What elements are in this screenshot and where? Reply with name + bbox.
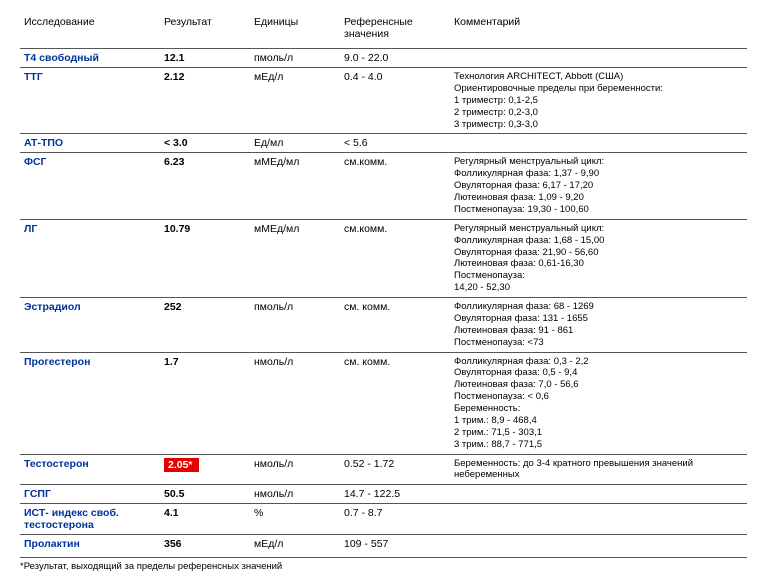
result-cell: 6.23 — [160, 153, 250, 219]
test-name-cell: Пролактин — [20, 535, 160, 554]
comment-cell — [450, 134, 747, 153]
test-name-cell: Эстрадиол — [20, 298, 160, 353]
table-row: Пролактин356мЕд/л109 - 557 — [20, 535, 747, 554]
comment-cell: Фолликулярная фаза: 0,3 - 2,2Овуляторная… — [450, 352, 747, 454]
table-row: Эстрадиол252пмоль/лсм. комм.Фолликулярна… — [20, 298, 747, 353]
reference-cell: см. комм. — [340, 298, 450, 353]
table-row: ТТГ2.12мЕд/л0.4 - 4.0Технология ARCHITEC… — [20, 68, 747, 134]
reference-cell: 14.7 - 122.5 — [340, 485, 450, 504]
test-name-cell: ГСПГ — [20, 485, 160, 504]
result-cell: 2.05* — [160, 454, 250, 485]
table-row: ИСТ- индекс своб. тестостерона4.1%0.7 - … — [20, 504, 747, 535]
comment-cell: Технология ARCHITECT, Abbott (США)Ориент… — [450, 68, 747, 134]
comment-cell: Фолликулярная фаза: 68 - 1269Овуляторная… — [450, 298, 747, 353]
header-result: Результат — [160, 12, 250, 49]
reference-cell: см.комм. — [340, 219, 450, 297]
result-cell: 356 — [160, 535, 250, 554]
units-cell: % — [250, 504, 340, 535]
units-cell: нмоль/л — [250, 485, 340, 504]
reference-cell: 0.4 - 4.0 — [340, 68, 450, 134]
result-cell: 252 — [160, 298, 250, 353]
reference-cell: см. комм. — [340, 352, 450, 454]
units-cell: нмоль/л — [250, 454, 340, 485]
table-row: ЛГ10.79мМЕд/млсм.комм.Регулярный менстру… — [20, 219, 747, 297]
result-cell: 1.7 — [160, 352, 250, 454]
header-name: Исследование — [20, 12, 160, 49]
header-units: Единицы — [250, 12, 340, 49]
reference-cell: < 5.6 — [340, 134, 450, 153]
units-cell: пмоль/л — [250, 49, 340, 68]
table-row: Тестостерон 2.05* нмоль/л0.52 - 1.72Береме… — [20, 454, 747, 485]
reference-cell: 0.52 - 1.72 — [340, 454, 450, 485]
reference-cell: см.комм. — [340, 153, 450, 219]
flagged-result: 2.05* — [164, 458, 199, 472]
table-row: ФСГ6.23мМЕд/млсм.комм.Регулярный менстру… — [20, 153, 747, 219]
units-cell: нмоль/л — [250, 352, 340, 454]
test-name-cell: Тестостерон — [20, 454, 160, 485]
units-cell: пмоль/л — [250, 298, 340, 353]
comment-cell — [450, 485, 747, 504]
test-name-cell: ИСТ- индекс своб. тестостерона — [20, 504, 160, 535]
table-row: ГСПГ50.5нмоль/л14.7 - 122.5 — [20, 485, 747, 504]
result-cell: 4.1 — [160, 504, 250, 535]
comment-cell: Беременность: до 3-4 кратного превышения… — [450, 454, 747, 485]
lab-results-table: Исследование Результат Единицы Референсн… — [20, 12, 747, 553]
test-name-cell: ЛГ — [20, 219, 160, 297]
test-name-cell: Т4 свободный — [20, 49, 160, 68]
reference-cell: 9.0 - 22.0 — [340, 49, 450, 68]
header-ref: Референсные значения — [340, 12, 450, 49]
footnote: *Результат, выходящий за пределы референ… — [20, 557, 747, 572]
result-cell: 50.5 — [160, 485, 250, 504]
test-name-cell: ФСГ — [20, 153, 160, 219]
table-row: Прогестерон1.7нмоль/лсм. комм.Фолликуляр… — [20, 352, 747, 454]
units-cell: мМЕд/мл — [250, 219, 340, 297]
header-comment: Комментарий — [450, 12, 747, 49]
reference-cell: 109 - 557 — [340, 535, 450, 554]
comment-cell — [450, 49, 747, 68]
result-cell: 12.1 — [160, 49, 250, 68]
result-cell: < 3.0 — [160, 134, 250, 153]
comment-cell: Регулярный менструальный цикл:Фолликуляр… — [450, 153, 747, 219]
table-row: АТ-ТПО< 3.0Ед/мл< 5.6 — [20, 134, 747, 153]
units-cell: мМЕд/мл — [250, 153, 340, 219]
units-cell: Ед/мл — [250, 134, 340, 153]
result-cell: 10.79 — [160, 219, 250, 297]
comment-cell — [450, 504, 747, 535]
test-name-cell: Прогестерон — [20, 352, 160, 454]
units-cell: мЕд/л — [250, 535, 340, 554]
reference-cell: 0.7 - 8.7 — [340, 504, 450, 535]
comment-cell: Регулярный менструальный цикл:Фолликуляр… — [450, 219, 747, 297]
units-cell: мЕд/л — [250, 68, 340, 134]
test-name-cell: АТ-ТПО — [20, 134, 160, 153]
comment-cell — [450, 535, 747, 554]
test-name-cell: ТТГ — [20, 68, 160, 134]
table-row: Т4 свободный12.1пмоль/л9.0 - 22.0 — [20, 49, 747, 68]
result-cell: 2.12 — [160, 68, 250, 134]
